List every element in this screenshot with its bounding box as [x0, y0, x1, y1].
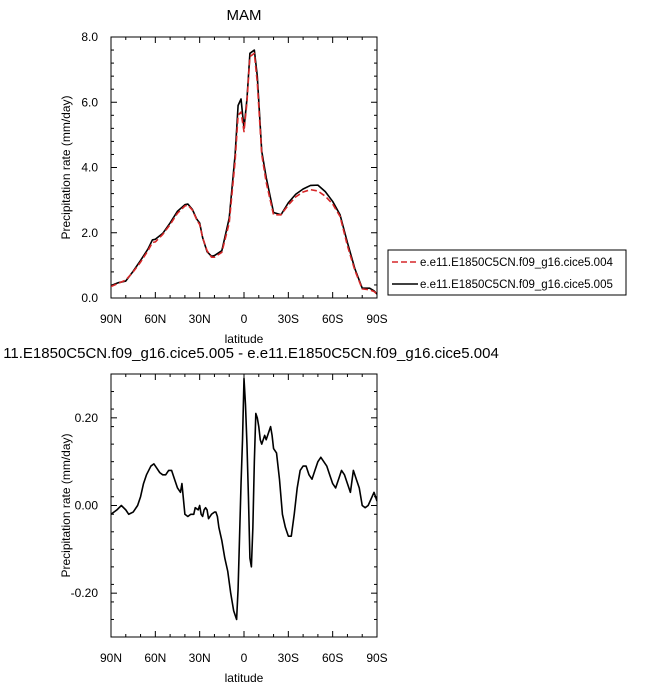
y-tick-label: 8.0 — [81, 30, 98, 44]
x-tick-label: 60S — [322, 312, 343, 326]
legend-box — [387, 249, 627, 296]
x-tick-label: 60N — [144, 312, 166, 326]
chart-title: 11.E1850C5CN.f09_g16.cice5.005 - e.e11.E… — [3, 345, 499, 362]
series-line-0 — [111, 377, 377, 621]
y-tick-label: 0.00 — [75, 499, 99, 513]
x-tick-label: 30S — [278, 651, 299, 665]
chart-title: MAM — [227, 7, 262, 24]
x-tick-label: 60S — [322, 651, 343, 665]
x-tick-label: 30S — [278, 312, 299, 326]
series-line-0 — [111, 52, 377, 295]
y-axis-label: Precipitation rate (mm/day) — [59, 433, 73, 577]
y-axis-label: Precipitation rate (mm/day) — [59, 95, 73, 239]
y-tick-label: -0.20 — [71, 586, 99, 600]
y-tick-label: 4.0 — [81, 161, 98, 175]
plot-frame — [110, 36, 378, 299]
legend-label-1: e.e11.E1850C5CN.f09_g16.cice5.005 — [420, 279, 613, 291]
precip-mean-panel: MAM 90N 60N 30N 0 30S 60S 90S 0.0 2.0 4.0 6.0 8.0 lat… — [59, 7, 627, 346]
x-tick-label: 90N — [100, 651, 122, 665]
x-tick-label: 30N — [189, 312, 211, 326]
x-tick-label: 90S — [366, 312, 387, 326]
y-tick-label: 2.0 — [81, 226, 98, 240]
x-axis-label: latitude — [225, 332, 264, 346]
x-tick-label: 30N — [189, 651, 211, 665]
x-axis-label: latitude — [225, 671, 264, 685]
legend: e.e11.E1850C5CN.f09_g16.cice5.004 e.e11.E… — [387, 249, 627, 296]
x-tick-label: 90N — [100, 312, 122, 326]
legend-label-0: e.e11.E1850C5CN.f09_g16.cice5.004 — [420, 257, 613, 269]
x-tick-label: 0 — [241, 651, 248, 665]
plot-frame — [110, 373, 378, 638]
x-tick-label: 0 — [241, 312, 248, 326]
y-tick-label: 6.0 — [81, 95, 98, 109]
precip-difference-panel: 11.E1850C5CN.f09_g16.cice5.005 - e.e11.E… — [3, 345, 499, 685]
y-tick-label: 0.0 — [81, 291, 98, 305]
x-tick-label: 60N — [144, 651, 166, 665]
series-line-1 — [111, 49, 377, 295]
x-tick-label: 90S — [366, 651, 387, 665]
y-tick-label: 0.20 — [75, 411, 99, 425]
